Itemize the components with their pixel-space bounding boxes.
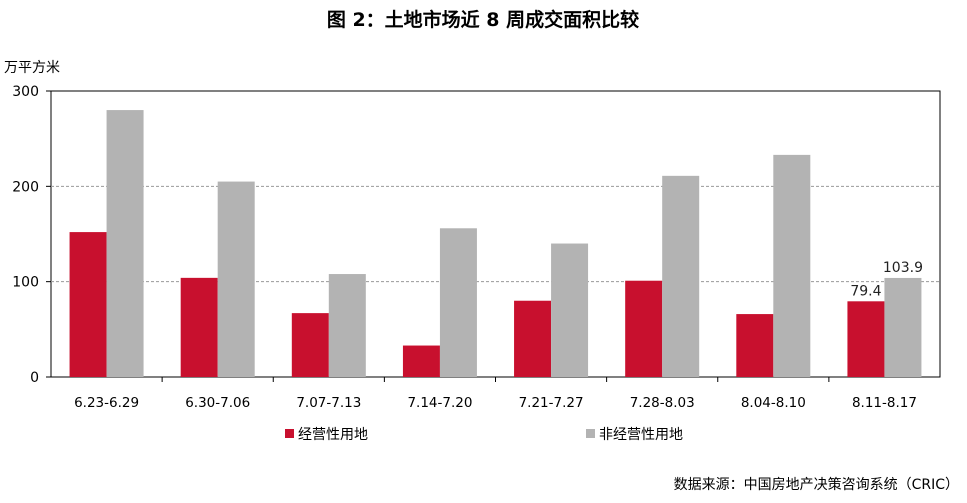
bar-series-2 bbox=[439, 228, 477, 377]
bar-series-2 bbox=[217, 181, 255, 377]
legend-swatch-series-2 bbox=[586, 429, 595, 438]
x-tick-label: 7.28-8.03 bbox=[630, 395, 695, 411]
bar-series-1 bbox=[736, 314, 774, 377]
x-tick-label: 7.14-7.20 bbox=[407, 395, 472, 411]
x-tick-label: 7.07-7.13 bbox=[296, 395, 361, 411]
bar-series-1 bbox=[625, 280, 663, 377]
y-tick-label: 100 bbox=[12, 275, 39, 291]
chart-title: 图 2：土地市场近 8 周成交面积比较 bbox=[327, 8, 639, 31]
bars-group bbox=[69, 110, 922, 378]
y-axis-ticks: 0 100 200 300 bbox=[12, 84, 51, 386]
x-tick-label: 7.21-7.27 bbox=[519, 395, 584, 411]
bar-series-1 bbox=[514, 300, 552, 377]
bar-series-2 bbox=[884, 277, 922, 377]
x-axis-ticks: 6.23-6.29 6.30-7.06 7.07-7.13 7.14-7.20 7.21… bbox=[74, 377, 917, 411]
bar-series-1 bbox=[291, 313, 329, 377]
bar-series-1 bbox=[180, 277, 218, 377]
legend: 经营性用地 非经营性用地 bbox=[285, 427, 683, 443]
y-tick-label: 0 bbox=[30, 370, 39, 386]
y-axis-unit-label: 万平方米 bbox=[4, 60, 60, 76]
bar-series-1 bbox=[847, 301, 885, 377]
bar-series-1 bbox=[69, 232, 107, 377]
legend-swatch-series-1 bbox=[285, 429, 294, 438]
bar-series-2 bbox=[328, 274, 366, 377]
x-tick-label: 8.04-8.10 bbox=[741, 395, 806, 411]
bar-series-1 bbox=[402, 345, 440, 377]
bar-series-2 bbox=[106, 110, 144, 378]
legend-label-series-1: 经营性用地 bbox=[298, 427, 368, 443]
x-tick-label: 6.23-6.29 bbox=[74, 395, 139, 411]
x-tick-label: 6.30-7.06 bbox=[185, 395, 250, 411]
bar-series-2 bbox=[662, 175, 700, 377]
data-source-note: 数据来源：中国房地产决策咨询系统（CRIC） bbox=[674, 476, 959, 493]
data-label: 79.4 bbox=[850, 283, 881, 299]
bar-series-2 bbox=[773, 154, 811, 377]
legend-label-series-2: 非经营性用地 bbox=[599, 427, 683, 443]
x-tick-label: 8.11-8.17 bbox=[852, 395, 917, 411]
data-label: 103.9 bbox=[883, 260, 923, 276]
y-tick-label: 200 bbox=[12, 179, 39, 195]
bar-series-2 bbox=[551, 243, 589, 377]
y-tick-label: 300 bbox=[12, 84, 39, 100]
